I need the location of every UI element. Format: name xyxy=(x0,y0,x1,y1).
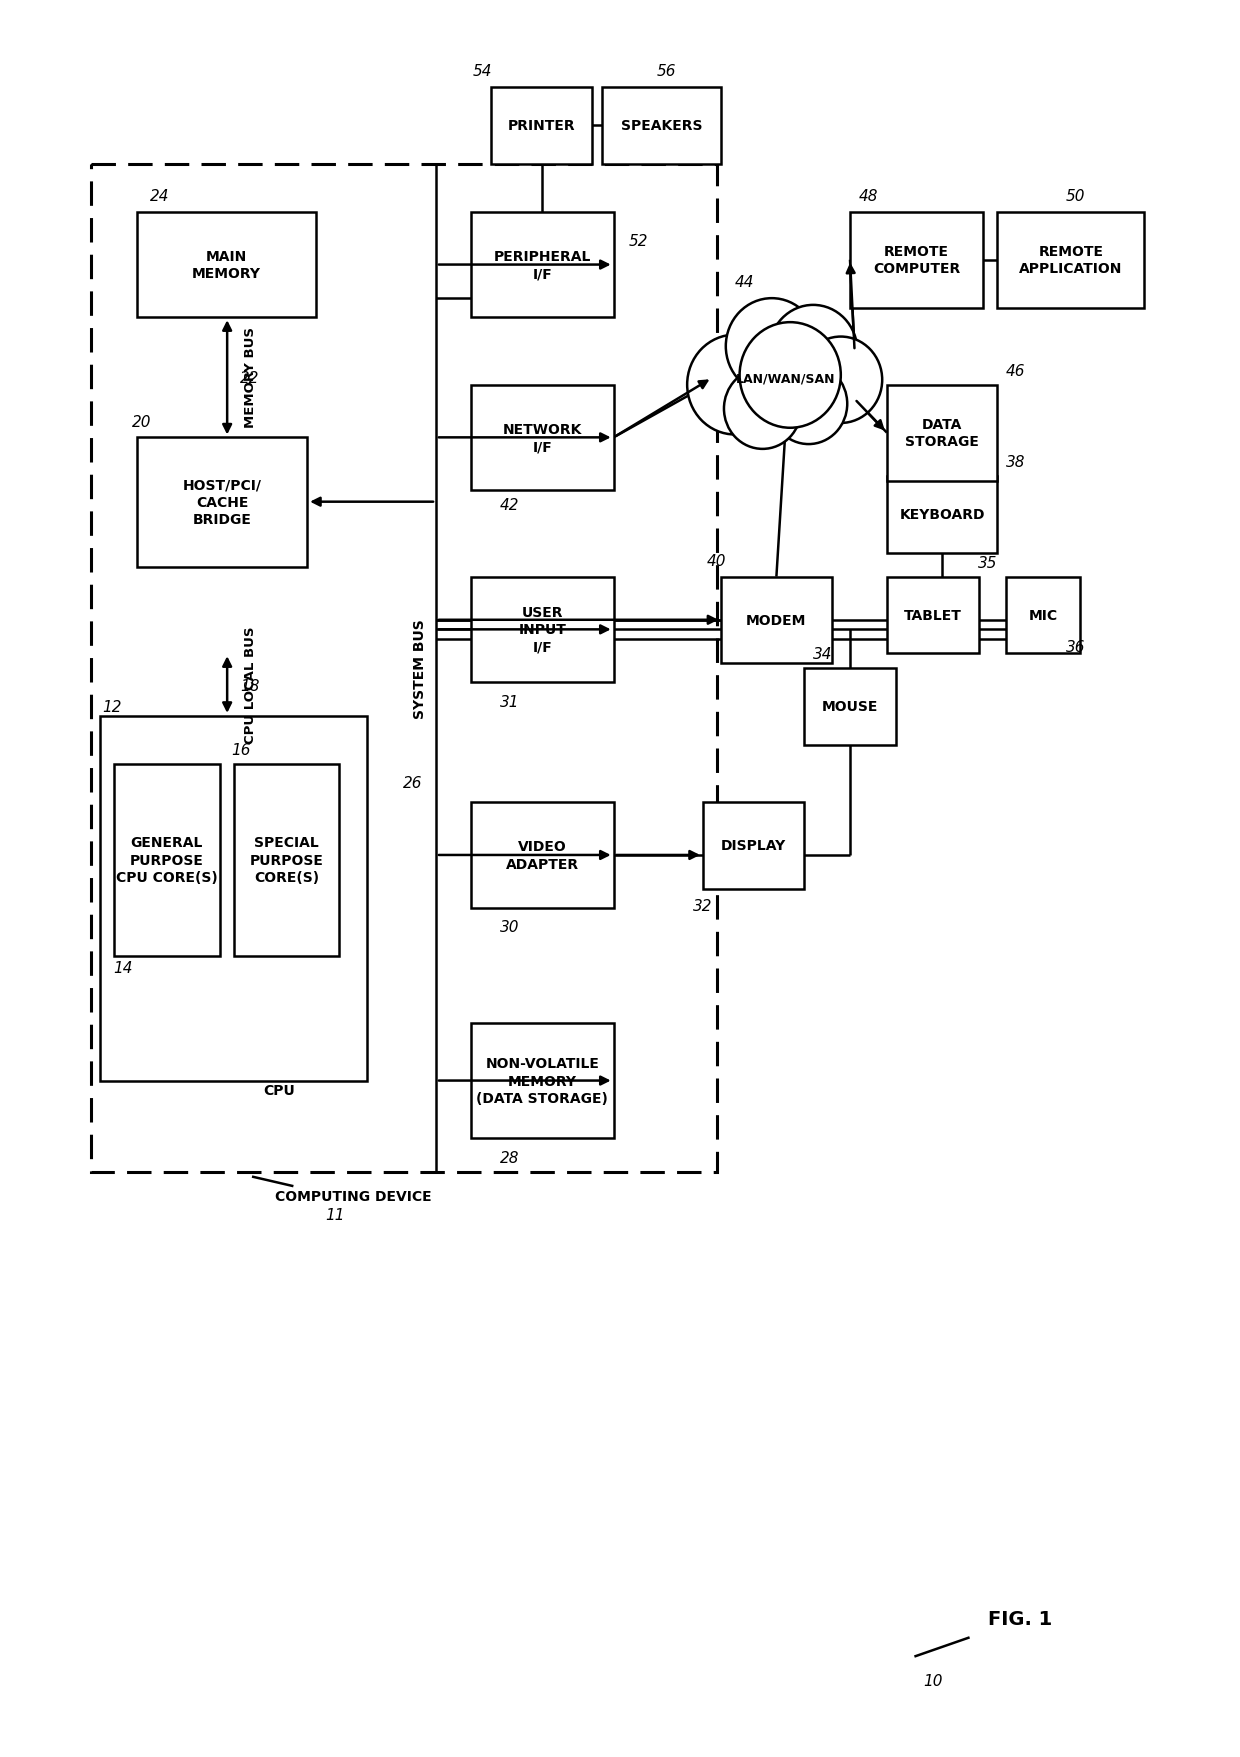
Text: 52: 52 xyxy=(629,234,649,249)
Text: SPEAKERS: SPEAKERS xyxy=(621,119,702,134)
Text: 38: 38 xyxy=(1006,455,1025,469)
Text: MAIN
MEMORY: MAIN MEMORY xyxy=(192,249,262,281)
Bar xyxy=(887,578,978,654)
Text: TABLET: TABLET xyxy=(904,608,962,622)
Text: 48: 48 xyxy=(858,188,878,204)
Text: 18: 18 xyxy=(241,678,260,694)
Bar xyxy=(100,717,367,1081)
Text: 34: 34 xyxy=(812,647,832,661)
Text: 35: 35 xyxy=(978,555,998,571)
Text: 46: 46 xyxy=(1006,364,1025,378)
Text: 24: 24 xyxy=(150,188,170,204)
Text: 11: 11 xyxy=(325,1207,345,1223)
Bar xyxy=(997,213,1145,309)
Bar xyxy=(136,437,308,568)
Text: LAN/WAN/SAN: LAN/WAN/SAN xyxy=(735,372,836,385)
Bar xyxy=(1007,578,1080,654)
Text: KEYBOARD: KEYBOARD xyxy=(899,508,985,522)
Text: 14: 14 xyxy=(113,961,133,975)
Text: HOST/PCI/
CACHE
BRIDGE: HOST/PCI/ CACHE BRIDGE xyxy=(182,478,262,527)
Text: FIG. 1: FIG. 1 xyxy=(988,1609,1053,1627)
Text: CPU LOCAL BUS: CPU LOCAL BUS xyxy=(244,625,257,743)
Text: MIC: MIC xyxy=(1029,608,1058,622)
Text: USER
INPUT
I/F: USER INPUT I/F xyxy=(518,606,567,654)
Text: COMPUTING DEVICE: COMPUTING DEVICE xyxy=(275,1189,432,1204)
Bar xyxy=(471,213,614,318)
Text: 36: 36 xyxy=(1065,640,1085,655)
Text: 10: 10 xyxy=(923,1673,942,1688)
Text: CPU: CPU xyxy=(264,1084,295,1098)
Text: 28: 28 xyxy=(500,1151,520,1165)
Text: SPECIAL
PURPOSE
CORE(S): SPECIAL PURPOSE CORE(S) xyxy=(249,836,324,884)
Text: NON-VOLATILE
MEMORY
(DATA STORAGE): NON-VOLATILE MEMORY (DATA STORAGE) xyxy=(476,1056,608,1105)
Text: SYSTEM BUS: SYSTEM BUS xyxy=(413,618,427,719)
Bar xyxy=(722,578,832,664)
Bar xyxy=(849,213,983,309)
Text: 16: 16 xyxy=(231,743,250,757)
Text: 31: 31 xyxy=(500,694,520,710)
Text: DISPLAY: DISPLAY xyxy=(720,838,786,852)
Circle shape xyxy=(725,299,818,395)
Bar xyxy=(491,88,593,165)
Text: MOUSE: MOUSE xyxy=(822,699,878,713)
Text: 54: 54 xyxy=(472,63,492,79)
Circle shape xyxy=(800,337,882,423)
Bar xyxy=(703,803,804,889)
Bar xyxy=(471,1023,614,1139)
Text: PERIPHERAL
I/F: PERIPHERAL I/F xyxy=(494,249,591,281)
Text: 32: 32 xyxy=(693,900,713,914)
Text: REMOTE
COMPUTER: REMOTE COMPUTER xyxy=(873,244,960,276)
Text: 20: 20 xyxy=(131,415,151,429)
Bar xyxy=(114,764,219,956)
Text: NETWORK
I/F: NETWORK I/F xyxy=(502,422,582,453)
Text: 26: 26 xyxy=(403,777,423,791)
Text: VIDEO
ADAPTER: VIDEO ADAPTER xyxy=(506,840,579,871)
Text: 22: 22 xyxy=(241,371,260,387)
Text: MODEM: MODEM xyxy=(746,613,806,627)
Bar xyxy=(233,764,340,956)
Bar xyxy=(887,476,997,553)
Text: GENERAL
PURPOSE
CPU CORE(S): GENERAL PURPOSE CPU CORE(S) xyxy=(117,836,218,884)
Text: REMOTE
APPLICATION: REMOTE APPLICATION xyxy=(1019,244,1122,276)
Circle shape xyxy=(770,364,847,445)
Bar xyxy=(887,385,997,481)
Circle shape xyxy=(687,336,782,436)
Bar xyxy=(804,668,897,745)
Text: DATA
STORAGE: DATA STORAGE xyxy=(905,418,978,450)
Text: MEMORY BUS: MEMORY BUS xyxy=(244,327,257,429)
Bar xyxy=(471,385,614,490)
Bar xyxy=(91,165,717,1172)
Circle shape xyxy=(724,369,801,450)
Text: 50: 50 xyxy=(1065,188,1085,204)
Text: 12: 12 xyxy=(103,699,122,715)
Text: 42: 42 xyxy=(500,497,520,513)
Bar xyxy=(471,803,614,908)
Circle shape xyxy=(739,323,841,429)
Text: PRINTER: PRINTER xyxy=(508,119,575,134)
Text: 56: 56 xyxy=(656,63,676,79)
Circle shape xyxy=(769,306,857,397)
Bar xyxy=(136,213,316,318)
Text: 40: 40 xyxy=(707,553,727,569)
Bar xyxy=(601,88,722,165)
Text: 44: 44 xyxy=(734,276,754,290)
Text: 30: 30 xyxy=(500,921,520,935)
Bar xyxy=(471,578,614,683)
